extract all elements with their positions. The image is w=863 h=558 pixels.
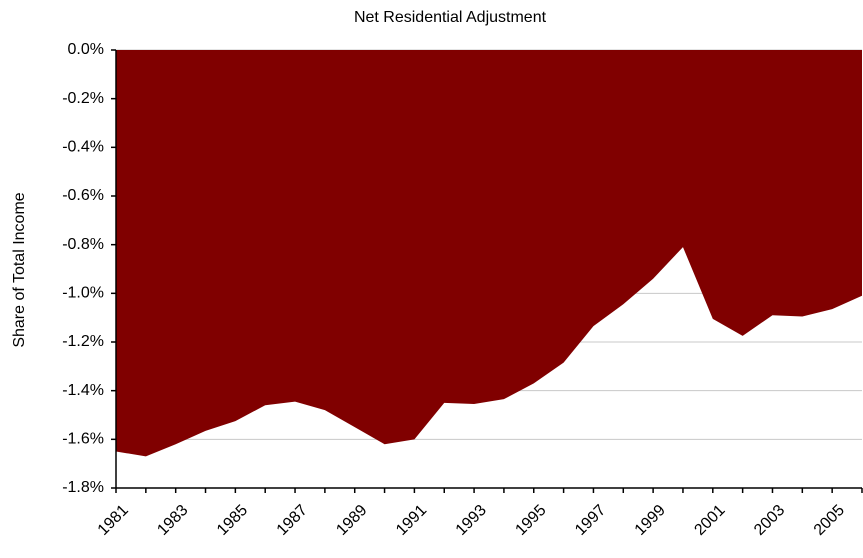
y-tick-label: -0.6% (62, 187, 104, 204)
x-tick-label: 1999 (632, 502, 669, 539)
y-tick-label: 0.0% (68, 41, 104, 58)
x-tick-label: 2003 (751, 502, 788, 539)
x-tick-label: 1993 (453, 502, 490, 539)
x-tick-label: 2005 (811, 502, 848, 539)
y-axis-label: Share of Total Income (11, 192, 28, 347)
x-tick-label: 1989 (333, 502, 370, 539)
x-tick-label: 1991 (393, 502, 430, 539)
x-tick-label: 1987 (274, 502, 311, 539)
y-tick-label: -1.2% (62, 333, 104, 350)
y-tick-label: -0.8% (62, 236, 104, 253)
y-tick-label: -1.4% (62, 382, 104, 399)
y-tick-label: -1.8% (62, 479, 104, 496)
area (116, 50, 862, 457)
y-tick-label: -1.6% (62, 431, 104, 448)
x-tick-label: 1995 (512, 502, 549, 539)
y-tick-label: -0.4% (62, 139, 104, 156)
x-tick-label: 2001 (691, 502, 728, 539)
x-tick-label: 1983 (154, 502, 191, 539)
y-tick-label: -0.2% (62, 90, 104, 107)
x-tick-label: 1985 (214, 502, 251, 539)
chart-title: Net Residential Adjustment (354, 9, 547, 26)
y-tick-label: -1.0% (62, 285, 104, 302)
x-tick-label: 1997 (572, 502, 609, 539)
x-tick-label: 1981 (95, 502, 132, 539)
